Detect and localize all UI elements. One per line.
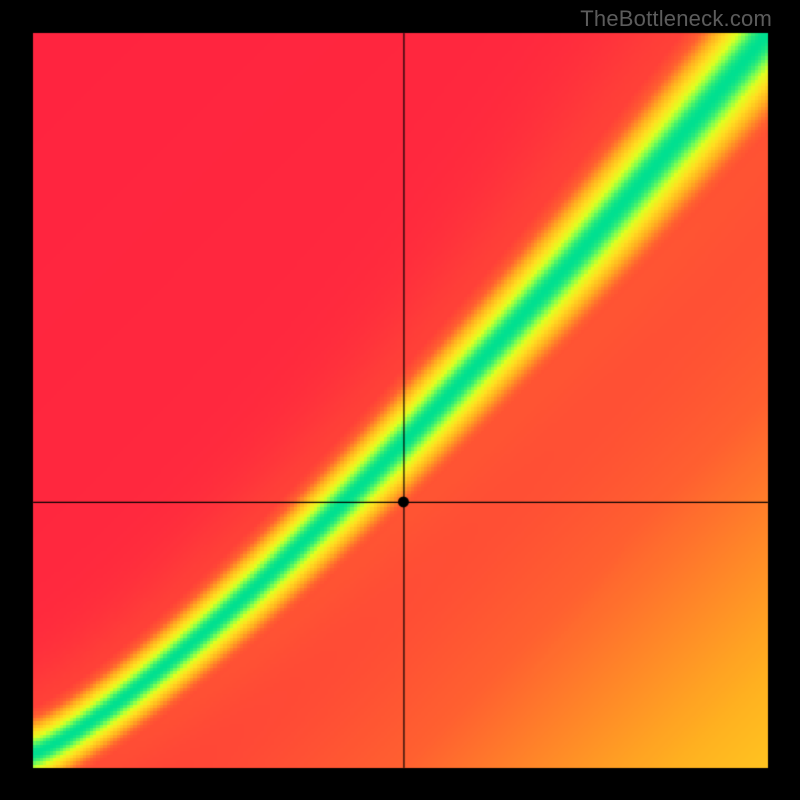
watermark-text: TheBottleneck.com — [580, 6, 772, 32]
crosshair-overlay — [0, 0, 800, 800]
